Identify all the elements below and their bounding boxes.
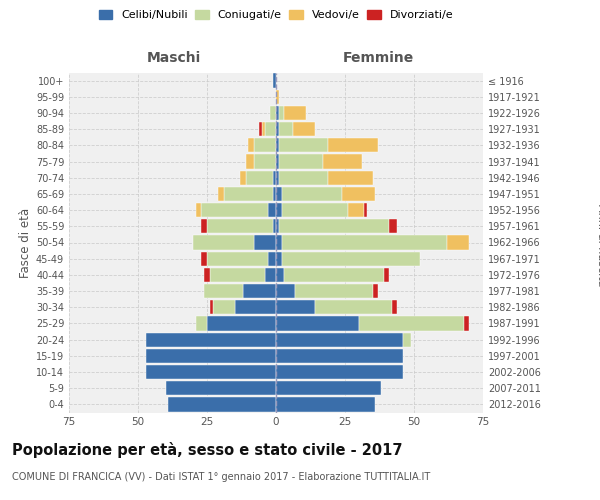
Bar <box>403 332 411 347</box>
Bar <box>323 154 362 168</box>
Y-axis label: Fasce di età: Fasce di età <box>19 208 32 278</box>
Bar <box>265 268 276 282</box>
Legend: Celibi/Nubili, Coniugati/e, Vedovi/e, Divorziati/e: Celibi/Nubili, Coniugati/e, Vedovi/e, Di… <box>94 6 458 25</box>
Bar <box>240 170 245 185</box>
Bar <box>464 316 469 330</box>
Bar <box>259 122 262 136</box>
Bar <box>276 316 359 330</box>
Bar <box>196 316 207 330</box>
Bar <box>295 284 373 298</box>
Bar <box>276 284 295 298</box>
Bar <box>328 170 373 185</box>
Bar <box>279 154 323 168</box>
Bar <box>276 332 403 347</box>
Bar <box>204 268 210 282</box>
Bar <box>279 219 389 234</box>
Bar <box>276 154 279 168</box>
Bar <box>265 122 276 136</box>
Bar <box>245 154 254 168</box>
Bar <box>276 252 281 266</box>
Text: Popolazione per età, sesso e stato civile - 2017: Popolazione per età, sesso e stato civil… <box>12 442 403 458</box>
Bar <box>314 300 392 314</box>
Bar <box>202 219 207 234</box>
Bar <box>268 203 276 217</box>
Bar <box>210 268 265 282</box>
Text: Femmine: Femmine <box>343 51 414 65</box>
Bar <box>284 268 383 282</box>
Bar <box>389 219 397 234</box>
Bar <box>328 138 378 152</box>
Bar <box>193 236 254 250</box>
Bar <box>166 381 276 396</box>
Bar <box>276 398 376 411</box>
Bar <box>243 284 276 298</box>
Bar <box>276 170 279 185</box>
Bar <box>281 203 348 217</box>
Bar <box>273 74 276 88</box>
Bar <box>207 252 268 266</box>
Bar <box>207 219 273 234</box>
Bar <box>293 122 314 136</box>
Bar <box>281 187 342 201</box>
Bar <box>273 219 276 234</box>
Bar <box>146 332 276 347</box>
Bar <box>279 170 328 185</box>
Bar <box>373 284 378 298</box>
Text: COMUNE DI FRANCICA (VV) - Dati ISTAT 1° gennaio 2017 - Elaborazione TUTTITALIA.I: COMUNE DI FRANCICA (VV) - Dati ISTAT 1° … <box>12 472 430 482</box>
Bar <box>276 300 314 314</box>
Bar <box>276 348 403 363</box>
Bar <box>202 203 268 217</box>
Bar <box>276 268 284 282</box>
Bar <box>359 316 464 330</box>
Bar <box>276 203 281 217</box>
Bar <box>235 300 276 314</box>
Bar <box>146 348 276 363</box>
Bar <box>273 187 276 201</box>
Bar <box>273 170 276 185</box>
Bar <box>146 365 276 379</box>
Bar <box>212 300 235 314</box>
Bar <box>348 203 364 217</box>
Bar <box>210 300 212 314</box>
Bar <box>276 187 281 201</box>
Bar <box>276 381 381 396</box>
Bar <box>245 170 273 185</box>
Bar <box>281 252 419 266</box>
Bar <box>279 106 284 120</box>
Bar <box>271 106 276 120</box>
Bar <box>254 154 276 168</box>
Bar <box>383 268 389 282</box>
Bar <box>196 203 202 217</box>
Bar <box>364 203 367 217</box>
Bar <box>202 252 207 266</box>
Bar <box>262 122 265 136</box>
Bar <box>224 187 273 201</box>
Bar <box>279 122 293 136</box>
Bar <box>218 187 224 201</box>
Bar <box>284 106 307 120</box>
Bar <box>342 187 376 201</box>
Bar <box>276 90 279 104</box>
Bar <box>279 138 328 152</box>
Text: Anni di nascita: Anni di nascita <box>596 204 600 286</box>
Bar <box>276 219 279 234</box>
Bar <box>276 236 281 250</box>
Text: Maschi: Maschi <box>147 51 201 65</box>
Bar <box>281 236 447 250</box>
Bar <box>268 252 276 266</box>
Bar <box>254 138 276 152</box>
Bar <box>207 316 276 330</box>
Bar <box>276 122 279 136</box>
Bar <box>392 300 397 314</box>
Bar <box>276 106 279 120</box>
Bar <box>254 236 276 250</box>
Bar <box>447 236 469 250</box>
Bar <box>276 365 403 379</box>
Bar <box>169 398 276 411</box>
Bar <box>204 284 243 298</box>
Bar <box>248 138 254 152</box>
Bar <box>276 138 279 152</box>
